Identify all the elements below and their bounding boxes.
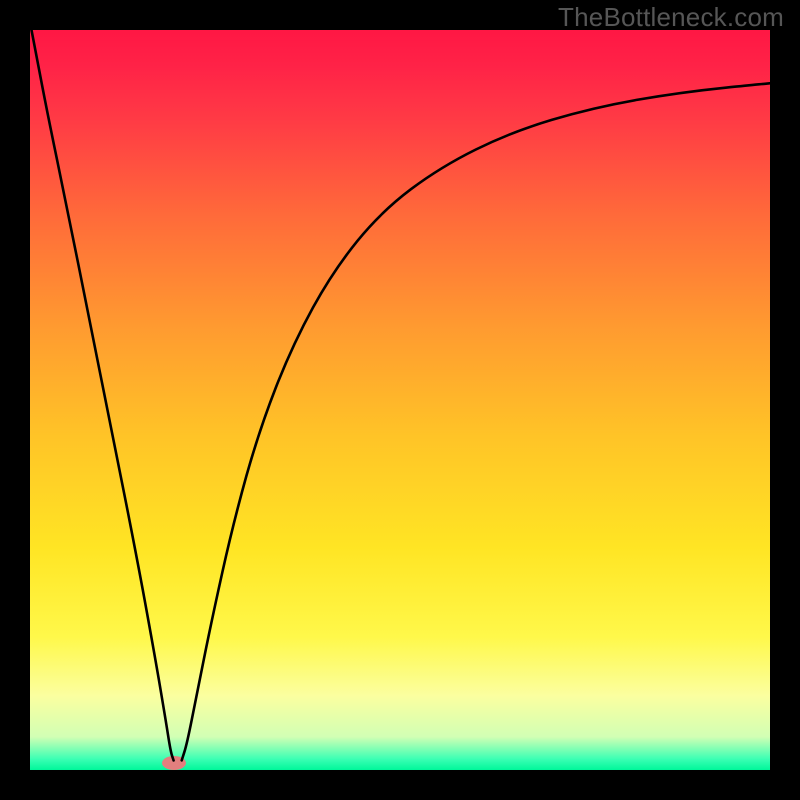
chart-frame: TheBottleneck.com [0, 0, 800, 800]
curve-left-branch [32, 30, 174, 760]
bottleneck-curve [0, 0, 800, 800]
curve-right-branch [182, 83, 770, 760]
